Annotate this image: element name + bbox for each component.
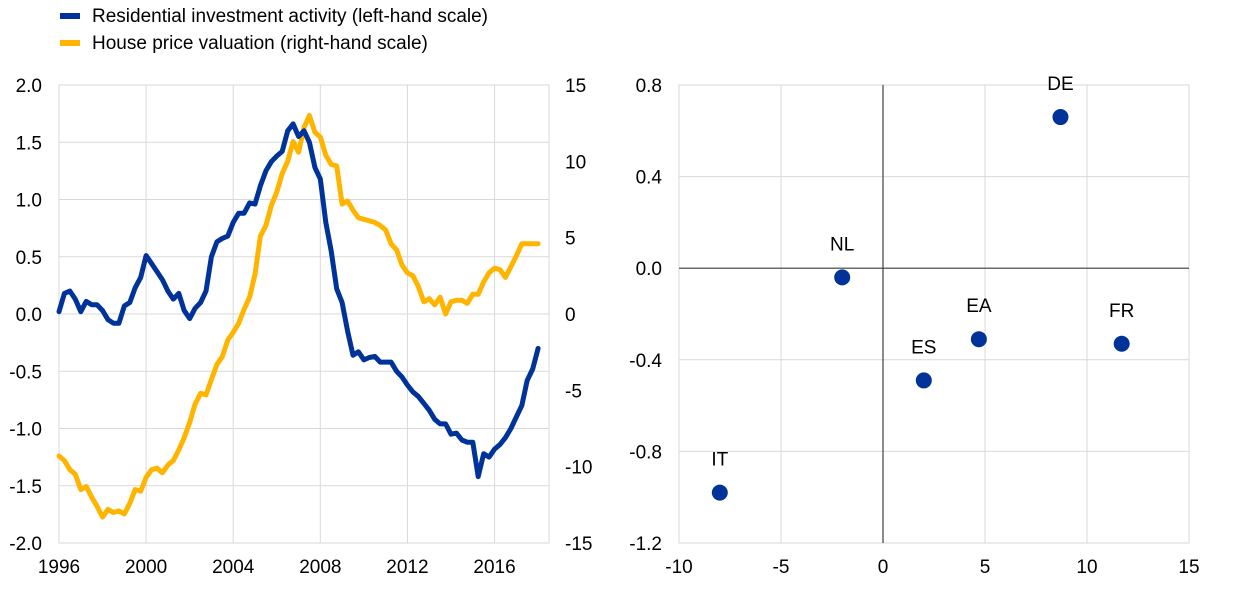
scatter-x-tick-label: 10 <box>1076 557 1097 578</box>
left-x-tick-label: 2000 <box>125 557 167 578</box>
right-y-tick-label: -10 <box>565 458 592 479</box>
scatter-y-axis-ticks: 0.8 0.4 0.0 -0.4 -0.8 -1.2 <box>629 76 662 555</box>
scatter-y-tick-label: -1.2 <box>629 534 662 555</box>
scatter-plot-frame <box>678 84 1190 544</box>
left-x-tick-label: 2004 <box>212 557 255 578</box>
left-x-tick-label: 1996 <box>38 557 80 578</box>
right-y-tick-label: -5 <box>565 381 582 402</box>
left-y-tick-label: -1.0 <box>9 420 42 441</box>
scatter-y-tick-label: -0.8 <box>629 442 662 463</box>
legend-label-2: House price valuation (right-hand scale) <box>92 33 428 54</box>
scatter-x-axis-ticks: -10 -5 0 5 10 15 <box>665 557 1199 578</box>
scatter-point-label-fr: FR <box>1109 301 1134 322</box>
scatter-x-tick-label: 5 <box>980 557 991 578</box>
scatter-points: DE NL EA FR ES IT <box>711 74 1134 501</box>
scatter-point-label-it: IT <box>711 450 728 471</box>
left-y-tick-label: 2.0 <box>16 76 42 97</box>
scatter-y-tick-label: 0.8 <box>636 76 662 97</box>
left-x-axis-ticks: 1996 2000 2004 2008 2012 2016 <box>38 557 516 578</box>
scatter-zero-axes <box>679 85 1189 543</box>
scatter-point-fr <box>1113 335 1130 352</box>
right-y-tick-label: 5 <box>565 229 576 250</box>
left-x-tick-label: 2016 <box>473 557 515 578</box>
right-y-tick-label: 15 <box>565 76 586 97</box>
scatter-point-es <box>915 372 932 389</box>
legend: Residential investment activity (left-ha… <box>60 6 488 54</box>
scatter-point-de <box>1052 109 1069 126</box>
left-y-axis-ticks: 2.0 1.5 1.0 0.5 0.0 -0.5 -1.0 -1.5 -2.0 <box>9 76 42 555</box>
scatter-y-tick-label: 0.0 <box>636 259 662 280</box>
left-line-chart: 2.0 1.5 1.0 0.5 0.0 -0.5 -1.0 -1.5 -2.0 15 10 5 0 -5… <box>9 76 592 578</box>
scatter-x-tick-label: -5 <box>773 557 790 578</box>
house-price-valuation-line <box>56 113 541 520</box>
left-y-tick-label: 1.0 <box>16 191 42 212</box>
scatter-y-tick-label: 0.4 <box>636 168 663 189</box>
residential-investment-line <box>56 121 541 480</box>
scatter-point-it <box>711 484 728 501</box>
left-y-tick-label: -1.5 <box>9 477 42 498</box>
scatter-point-label-de: DE <box>1047 74 1073 95</box>
scatter-x-tick-label: 15 <box>1178 557 1199 578</box>
left-x-tick-label: 2012 <box>386 557 428 578</box>
scatter-point-ea <box>970 331 987 348</box>
legend-label-1: Residential investment activity (left-ha… <box>92 6 488 27</box>
scatter-point-label-ea: EA <box>966 296 992 317</box>
left-series <box>56 113 541 520</box>
left-y-tick-label: 1.5 <box>16 133 42 154</box>
scatter-y-tick-label: -0.4 <box>629 351 662 372</box>
right-y-tick-label: -15 <box>565 534 592 555</box>
scatter-point-label-es: ES <box>911 337 936 358</box>
right-y-tick-label: 0 <box>565 305 576 326</box>
left-y-tick-label: 0.5 <box>16 248 42 269</box>
scatter-x-tick-label: 0 <box>878 557 889 578</box>
left-y-tick-label: -2.0 <box>9 534 42 555</box>
left-y-tick-label: 0.0 <box>16 305 42 326</box>
scatter-x-tick-label: -10 <box>665 557 692 578</box>
right-y-axis-ticks: 15 10 5 0 -5 -10 -15 <box>565 76 592 555</box>
scatter-point-label-nl: NL <box>830 234 854 255</box>
left-y-tick-label: -0.5 <box>9 362 42 383</box>
scatter-point-nl <box>834 269 851 286</box>
right-scatter-chart: DE NL EA FR ES IT 0.8 0.4 0.0 -0.4 -0.8 -1.2 -10 -5… <box>629 74 1199 578</box>
right-y-tick-label: 10 <box>565 152 586 173</box>
left-x-tick-label: 2008 <box>299 557 341 578</box>
